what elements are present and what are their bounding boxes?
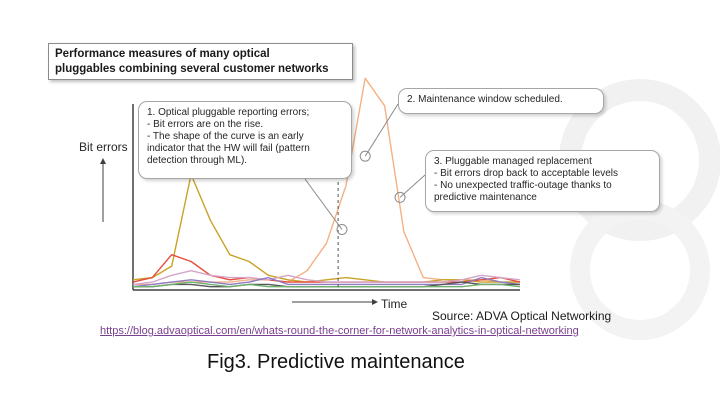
callout-1-line-4: indicator that the HW will fail (pattern (147, 143, 310, 154)
callout-managed-replacement: 3. Pluggable managed replacement - Bit e… (425, 150, 660, 212)
callout-error-reporting: 1. Optical pluggable reporting errors; -… (138, 101, 352, 179)
series-line-7 (133, 281, 521, 288)
callout-3-pointer (399, 174, 426, 198)
y-axis-label: Bit errors (79, 140, 128, 154)
callout-1-line-1: 1. Optical pluggable reporting errors; (147, 107, 310, 118)
source-credit: Source: ADVA Optical Networking (432, 309, 612, 323)
time-arrow-head (372, 299, 378, 305)
callout-1-line-3: - The shape of the curve is an early (147, 131, 304, 142)
figure-caption: Fig3. Predictive maintenance (207, 351, 465, 373)
bit-errors-arrow-head (100, 158, 106, 164)
callout-3-line-2: - Bit errors drop back to acceptable lev… (434, 168, 618, 179)
callout-3-line-1: 3. Pluggable managed replacement (434, 156, 592, 167)
callout-2-pointer (364, 103, 399, 157)
series-line-4 (132, 270, 521, 286)
callout-1-target (336, 223, 348, 235)
callout-3-line-4: predictive maintenance (434, 192, 537, 203)
callout-3-target (394, 191, 406, 203)
callout-2-line-1: 2. Maintenance window scheduled. (407, 94, 563, 105)
callout-1-line-5: detection through ML). (147, 155, 248, 166)
callout-1-pointer (304, 178, 343, 230)
callout-maintenance-window: 2. Maintenance window scheduled. (398, 88, 604, 114)
x-axis-label: Time (381, 297, 408, 311)
source-link[interactable]: https://blog.advaoptical.com/en/whats-ro… (100, 325, 579, 337)
chart-title: Performance measures of many optical plu… (48, 43, 353, 80)
callout-3-line-3: - No unexpected traffic-outage thanks to (434, 180, 612, 191)
series-line-3 (132, 254, 521, 283)
chart-title-line-1: Performance measures of many optical (55, 48, 270, 60)
series-line-2 (132, 173, 520, 283)
callout-2-target (359, 150, 371, 162)
chart-title-line-2: pluggables combining several customer ne… (55, 63, 329, 75)
callout-1-line-2: - Bit errors are on the rise. (147, 119, 264, 130)
series-line-5 (132, 276, 521, 288)
